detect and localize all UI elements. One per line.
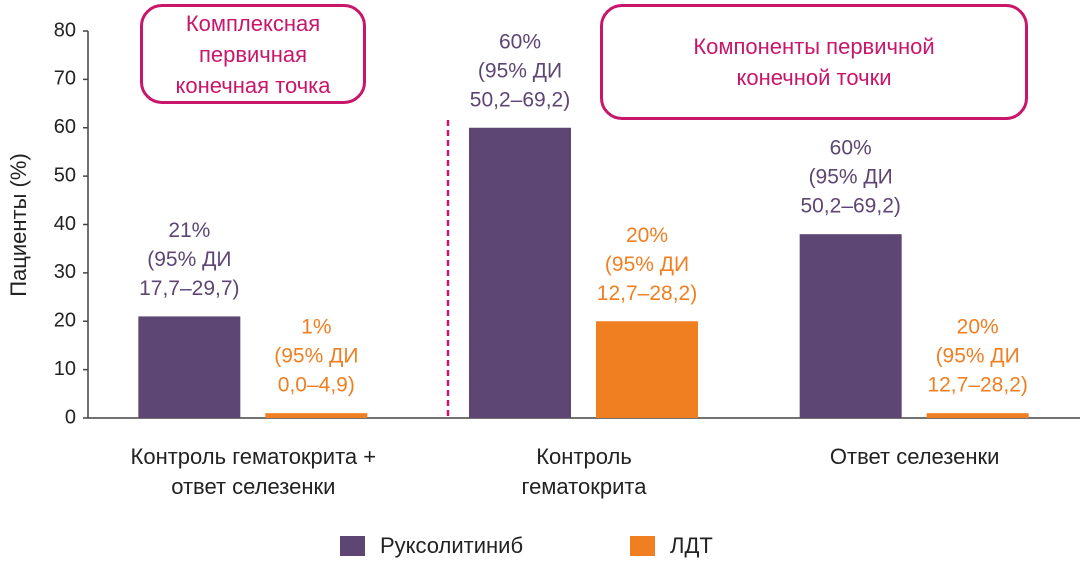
legend-swatch [630, 536, 655, 556]
bar-annotation: (95% ДИ [478, 59, 562, 82]
bar [596, 321, 698, 418]
bar [926, 413, 1029, 418]
bar-annotation: 21% [168, 219, 210, 242]
bar-annotation: 50,2–69,2) [800, 195, 900, 218]
x-tick-label: Ответ селезенки [829, 444, 1000, 469]
y-tick-label: 10 [54, 358, 76, 380]
bar-annotation: 12,7–28,2) [927, 374, 1027, 397]
callout-box: Комплексная первичная конечная точка [140, 4, 366, 104]
bar-annotation: 1% [301, 316, 331, 339]
bar-annotation: 60% [499, 30, 541, 53]
bar [138, 316, 241, 418]
bar-annotation: 60% [830, 137, 872, 160]
bar [799, 234, 902, 418]
y-tick-label: 80 [54, 19, 76, 41]
bar-annotation: (95% ДИ [605, 253, 689, 276]
bar-annotation: 50,2–69,2) [470, 88, 570, 111]
bar-annotation: 20% [626, 224, 668, 247]
y-tick-label: 0 [65, 406, 76, 428]
bar-annotation: 0,0–4,9) [278, 374, 355, 397]
y-tick-label: 70 [54, 68, 76, 90]
y-axis-title: Пациенты (%) [6, 153, 31, 297]
callout-box: Компоненты первичной конечной точки [600, 4, 1028, 120]
bar-annotation: (95% ДИ [274, 345, 358, 368]
y-tick-label: 30 [54, 261, 76, 283]
legend-label: Руксолитиниб [380, 533, 523, 558]
x-tick-label: Контроль гематокрита + ответ селезенки [130, 444, 377, 499]
legend-label: ЛДТ [670, 533, 713, 558]
bar-annotation: 17,7–29,7) [139, 277, 239, 300]
y-tick-label: 20 [54, 310, 76, 332]
bar-annotation: 20% [957, 316, 999, 339]
bar-annotation: 12,7–28,2) [597, 282, 697, 305]
x-tick-label: Контроль гематокрита [521, 444, 647, 499]
y-tick-label: 40 [54, 213, 76, 235]
bar [469, 127, 571, 418]
bar-annotation: (95% ДИ [809, 166, 893, 189]
bar-annotation: (95% ДИ [147, 248, 231, 271]
bar-annotation: (95% ДИ [936, 345, 1020, 368]
legend-swatch [340, 536, 365, 556]
bar [265, 413, 368, 418]
y-tick-label: 60 [54, 116, 76, 138]
y-tick-label: 50 [54, 164, 76, 186]
